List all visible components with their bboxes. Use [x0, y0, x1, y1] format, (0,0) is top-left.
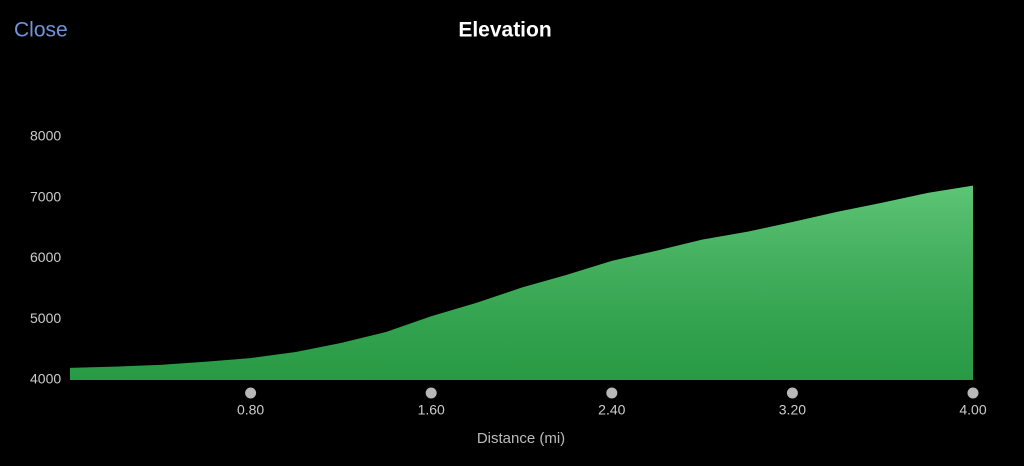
y-tick-label: 8000 [30, 128, 61, 144]
x-tick-dot [967, 387, 979, 399]
x-tick-label: 3.20 [779, 402, 806, 418]
x-axis-label: Distance (mi) [477, 430, 565, 447]
x-tick-dot [425, 387, 437, 399]
y-tick-label: 5000 [30, 310, 61, 326]
y-tick-label: 7000 [30, 188, 61, 204]
area-shade [70, 185, 973, 380]
y-tick-label: 4000 [30, 371, 61, 387]
x-tick-dot [606, 387, 618, 399]
x-tick-label: 2.40 [598, 402, 625, 418]
chart-title: Elevation [458, 19, 551, 42]
close-button[interactable]: Close [14, 19, 68, 42]
x-tick-label: 0.80 [237, 402, 264, 418]
x-tick-dot [245, 387, 257, 399]
x-tick-label: 1.60 [418, 402, 445, 418]
y-tick-label: 6000 [30, 249, 61, 265]
x-tick-label: 4.00 [959, 402, 986, 418]
x-tick-dot [786, 387, 798, 399]
